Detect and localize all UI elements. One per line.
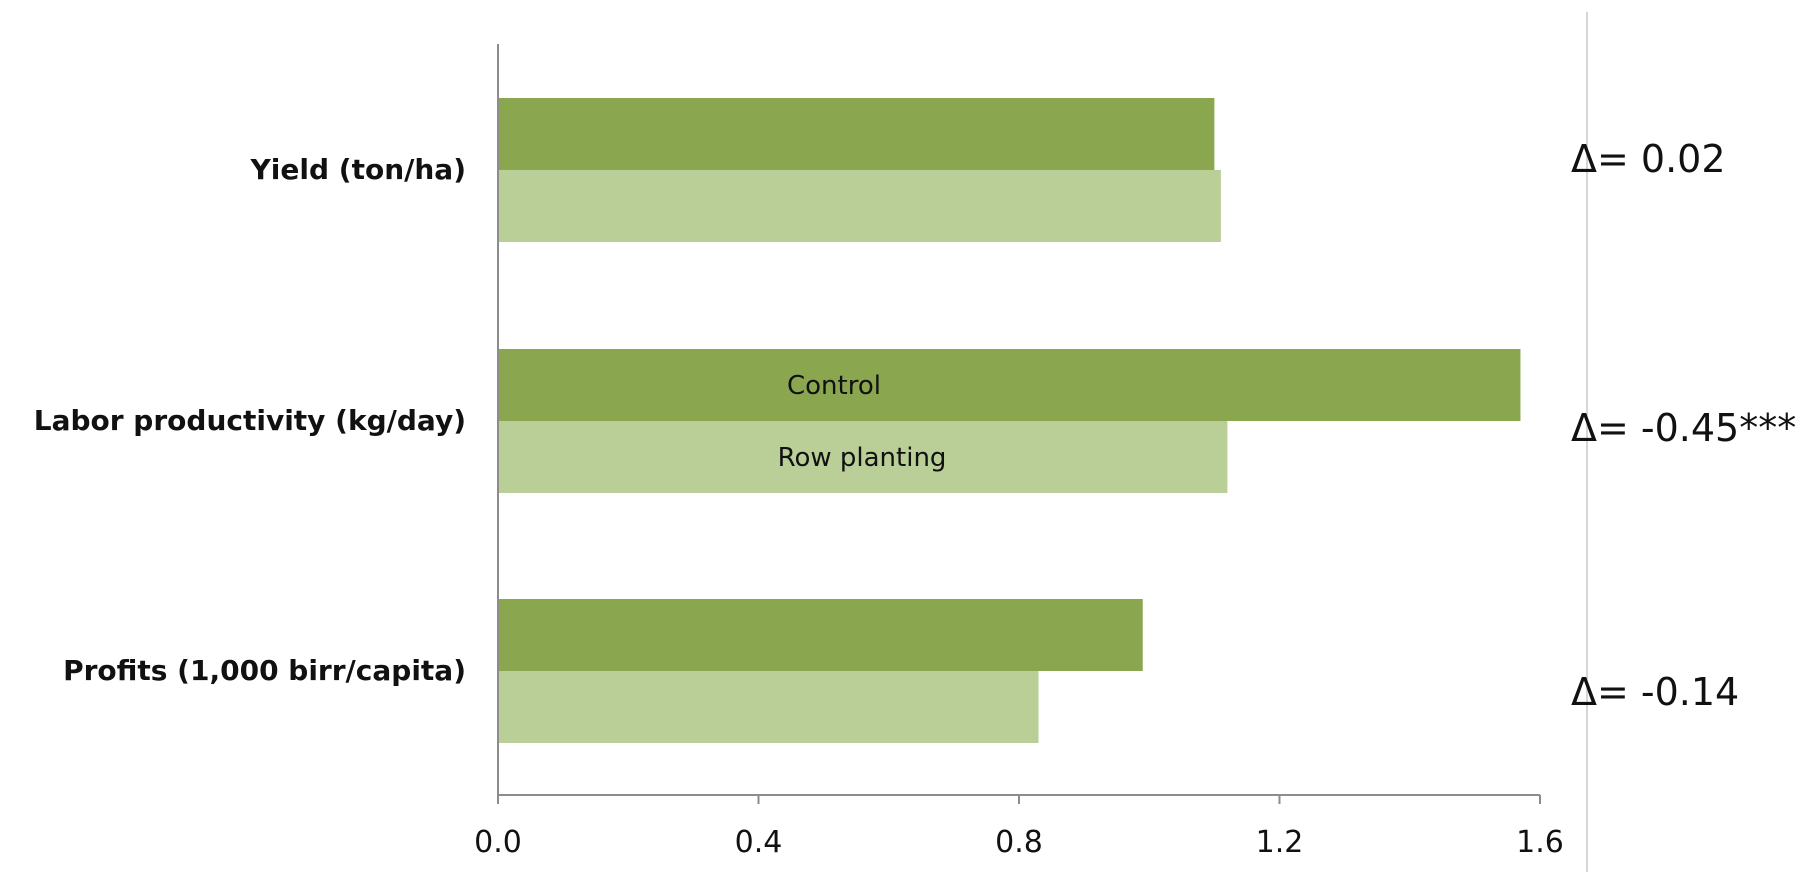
x-tick-label-3: 1.2 [1256,825,1304,860]
category-label-0: Yield (ton/ha) [250,153,466,186]
x-tick-label-4: 1.6 [1516,825,1564,860]
x-tick-label-2: 0.8 [995,825,1043,860]
delta-annotation-0: Δ= 0.02 [1571,137,1726,181]
series-label-row-planting: Row planting [778,443,947,473]
series-label-control: Control [787,371,881,401]
category-label-1: Labor productivity (kg/day) [34,404,466,437]
bar-row-planting-0 [498,170,1221,242]
category-label-2: Profits (1,000 birr/capita) [63,654,466,687]
bar-row-planting-2 [498,671,1039,743]
delta-annotation-2: Δ= -0.14 [1571,670,1739,714]
bar-control-1 [498,349,1521,421]
bar-control-2 [498,599,1143,671]
x-tick-label-1: 0.4 [735,825,783,860]
x-tick-label-0: 0.0 [474,825,522,860]
bar-row-planting-1 [498,421,1228,493]
bar-control-0 [498,98,1215,170]
delta-annotation-1: Δ= -0.45*** [1571,406,1796,450]
